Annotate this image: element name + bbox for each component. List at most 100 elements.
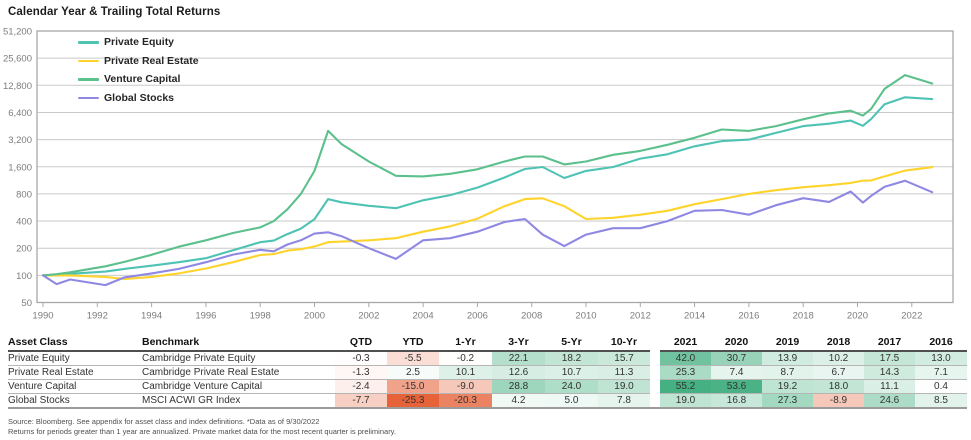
return-cell: 13.9 xyxy=(762,351,813,366)
y-axis-label: 200 xyxy=(16,244,32,255)
x-axis-label: 2018 xyxy=(793,311,814,322)
x-axis-label: 2008 xyxy=(521,311,542,322)
series-line-private-real-estate xyxy=(41,166,934,281)
column-header-2017: 2017 xyxy=(864,333,915,352)
return-cell: 24.0 xyxy=(545,379,598,394)
return-cell: -1.3 xyxy=(335,365,387,380)
return-cell: 24.6 xyxy=(864,393,915,409)
column-header-benchmark: Benchmark xyxy=(142,333,335,352)
return-cell: -0.3 xyxy=(335,351,387,366)
returns-chart: 51,200 25,600 12,800 6,400 3,200 1,600 800 400 2… xyxy=(3,27,954,322)
legend-label: Venture Capital xyxy=(104,73,181,86)
return-cell: 14.3 xyxy=(864,365,915,380)
x-axis-label: 2012 xyxy=(630,311,651,322)
chart-title: Calendar Year & Trailing Total Returns xyxy=(8,6,221,18)
return-cell: 18.0 xyxy=(813,379,864,394)
column-gap xyxy=(650,351,660,366)
benchmark-cell: Cambridge Private Equity xyxy=(142,351,335,366)
return-cell: -5.5 xyxy=(387,351,439,366)
column-gap xyxy=(650,333,660,351)
x-axis-label: 2002 xyxy=(358,311,379,322)
legend-line-private-real-estate xyxy=(78,59,99,63)
return-cell: 11.3 xyxy=(598,365,650,380)
footnote-annualized: Returns for periods greater than 1 year … xyxy=(8,427,396,436)
returns-table: Asset Class Benchmark QTD YTD 1-Yr 3-Yr 5-Yr 10… xyxy=(8,333,967,409)
return-cell: 28.8 xyxy=(492,379,545,394)
return-cell: 2.5 xyxy=(387,365,439,380)
return-cell: 12.6 xyxy=(492,365,545,380)
return-cell: 13.0 xyxy=(915,351,967,366)
column-header-2020: 2020 xyxy=(711,333,762,352)
table-row-private-real-estate: Private Real Estate Cambridge Private Rea… xyxy=(8,365,967,380)
y-axis-label: 6,400 xyxy=(8,108,32,119)
x-axis-label: 2016 xyxy=(738,311,759,322)
column-header-3-yr: 3-Yr xyxy=(492,333,545,352)
column-header-qtd: QTD xyxy=(335,333,387,352)
column-header-ytd: YTD xyxy=(387,333,439,352)
return-cell: 6.7 xyxy=(813,365,864,380)
return-cell: -2.4 xyxy=(335,379,387,394)
return-cell: 25.3 xyxy=(660,365,711,380)
column-header-10-yr: 10-Yr xyxy=(598,333,650,352)
legend-line-private-equity xyxy=(78,41,99,44)
chart-legend: Private Equity Private Real Estate Venture… xyxy=(78,33,199,107)
legend-line-venture-capital xyxy=(78,78,99,81)
return-cell: 4.2 xyxy=(492,393,545,409)
return-cell: -20.3 xyxy=(439,393,492,409)
column-header-1-yr: 1-Yr xyxy=(439,333,492,352)
x-axis-label: 2022 xyxy=(901,311,922,322)
legend-line-global-stocks xyxy=(78,96,99,100)
return-cell: 10.2 xyxy=(813,351,864,366)
asset-class-cell: Global Stocks xyxy=(8,393,142,409)
column-header-2019: 2019 xyxy=(762,333,813,352)
asset-class-cell: Private Equity xyxy=(8,351,142,366)
return-cell: 11.1 xyxy=(864,379,915,394)
y-axis-label: 400 xyxy=(16,217,32,228)
return-cell: 7.8 xyxy=(598,393,650,409)
column-gap xyxy=(650,379,660,394)
column-header-2021: 2021 xyxy=(660,333,711,352)
series-line-global-stocks xyxy=(41,179,934,287)
return-cell: 8.7 xyxy=(762,365,813,380)
return-cell: 18.2 xyxy=(545,351,598,366)
return-cell: 10.1 xyxy=(439,365,492,380)
x-axis-label: 2014 xyxy=(684,311,705,322)
table-row-global-stocks: Global Stocks MSCI ACWI GR Index -7.7 -25.3… xyxy=(8,393,967,409)
asset-class-cell: Private Real Estate xyxy=(8,365,142,380)
return-cell: -8.9 xyxy=(813,393,864,409)
return-cell: 22.1 xyxy=(492,351,545,366)
y-axis-label: 1,600 xyxy=(8,162,32,173)
return-cell: 7.4 xyxy=(711,365,762,380)
return-cell: 8.5 xyxy=(915,393,967,409)
legend-item-venture-capital: Venture Capital xyxy=(78,70,199,89)
footnote-source: Source: Bloomberg. See appendix for asse… xyxy=(8,417,320,426)
x-axis-label: 2006 xyxy=(467,311,488,322)
benchmark-cell: MSCI ACWI GR Index xyxy=(142,393,335,409)
return-cell: 42.0 xyxy=(660,351,711,366)
legend-label: Private Real Estate xyxy=(104,54,199,67)
return-cell: 30.7 xyxy=(711,351,762,366)
column-gap xyxy=(650,365,660,380)
return-cell: 5.0 xyxy=(545,393,598,409)
return-cell: -0.2 xyxy=(439,351,492,366)
x-axis-label: 1994 xyxy=(141,311,162,322)
y-axis-label: 25,600 xyxy=(3,54,32,65)
y-axis-label: 51,200 xyxy=(3,27,32,38)
column-header-2018: 2018 xyxy=(813,333,864,352)
return-cell: 53.6 xyxy=(711,379,762,394)
legend-item-global-stocks: Global Stocks xyxy=(78,89,199,108)
table-header: Asset Class Benchmark QTD YTD 1-Yr 3-Yr 5-Yr 10… xyxy=(8,333,967,352)
table-row-private-equity: Private Equity Cambridge Private Equity -0… xyxy=(8,351,967,366)
footnotes: Source: Bloomberg. See appendix for asse… xyxy=(8,417,396,437)
x-axis-label: 2000 xyxy=(304,311,325,322)
legend-item-private-equity: Private Equity xyxy=(78,33,199,52)
return-cell: 27.3 xyxy=(762,393,813,409)
asset-class-cell: Venture Capital xyxy=(8,379,142,394)
return-cell: 10.7 xyxy=(545,365,598,380)
table-row-venture-capital: Venture Capital Cambridge Venture Capital… xyxy=(8,379,967,394)
return-cell: 19.0 xyxy=(660,393,711,409)
return-cell: 17.5 xyxy=(864,351,915,366)
x-axis-label: 1998 xyxy=(250,311,271,322)
x-axis-label: 1990 xyxy=(32,311,53,322)
